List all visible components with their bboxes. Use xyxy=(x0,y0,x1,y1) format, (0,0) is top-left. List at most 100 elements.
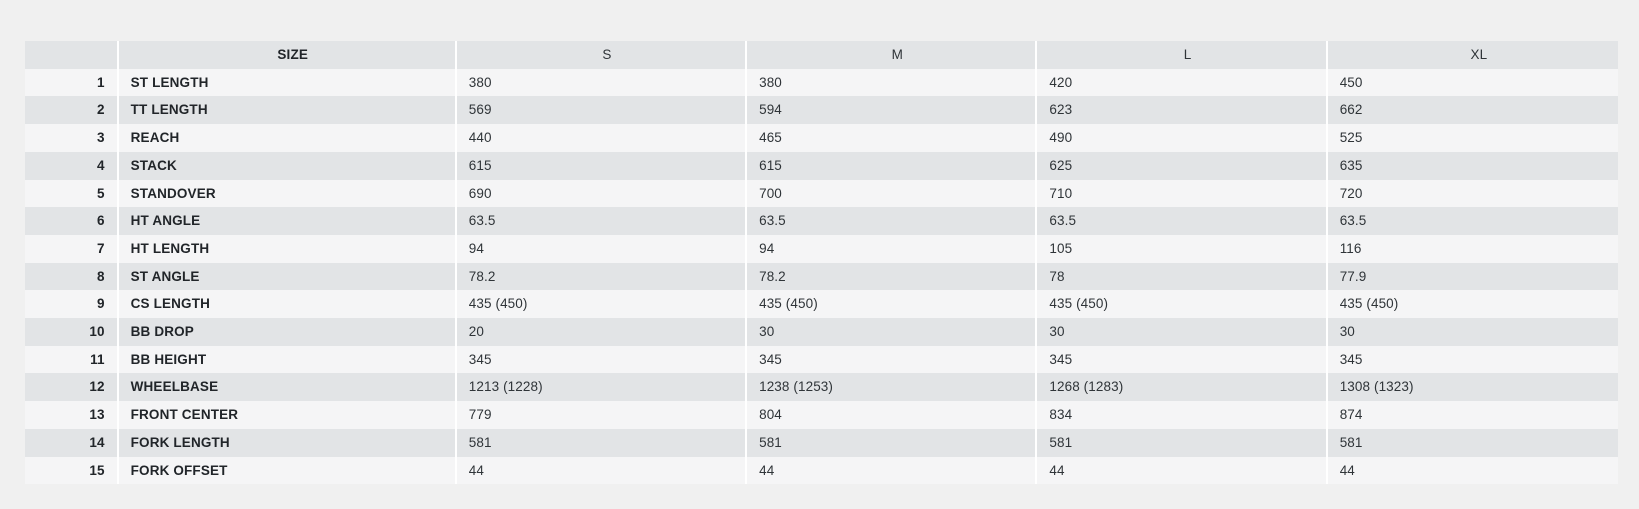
table-row: 2 TT LENGTH 569 594 623 662 xyxy=(25,96,1618,125)
table-body: 1 ST LENGTH 380 380 420 450 2 TT LENGTH 569 594 62… xyxy=(25,68,1618,485)
row-measurement-label: TT LENGTH xyxy=(118,96,457,125)
row-measurement-label: REACH xyxy=(118,124,457,152)
row-value-xl: 345 xyxy=(1327,345,1618,374)
table-row: 3 REACH 440 465 490 525 xyxy=(25,124,1618,152)
row-measurement-label: BB DROP xyxy=(118,318,457,346)
row-value-m: 380 xyxy=(747,68,1038,97)
table-row: 15 FORK OFFSET 44 44 44 44 xyxy=(25,456,1618,485)
row-measurement-label: STANDOVER xyxy=(118,179,457,208)
header-size-l: L xyxy=(1037,41,1328,69)
row-index: 7 xyxy=(25,234,119,263)
row-value-m: 63.5 xyxy=(747,207,1038,235)
row-measurement-label: HT LENGTH xyxy=(118,234,457,263)
row-value-xl: 44 xyxy=(1327,456,1618,485)
row-value-l: 435 (450) xyxy=(1037,290,1328,319)
row-index: 10 xyxy=(25,318,119,346)
row-value-l: 30 xyxy=(1037,318,1328,346)
row-value-xl: 30 xyxy=(1327,318,1618,346)
header-size-m: M xyxy=(747,41,1038,69)
row-value-m: 94 xyxy=(747,234,1038,263)
row-value-xl: 720 xyxy=(1327,179,1618,208)
row-value-m: 30 xyxy=(747,318,1038,346)
row-value-m: 1238 (1253) xyxy=(747,373,1038,402)
row-measurement-label: WHEELBASE xyxy=(118,373,457,402)
row-value-xl: 662 xyxy=(1327,96,1618,125)
row-index: 4 xyxy=(25,151,119,180)
row-value-l: 1268 (1283) xyxy=(1037,373,1328,402)
row-value-s: 779 xyxy=(456,401,748,429)
table-row: 14 FORK LENGTH 581 581 581 581 xyxy=(25,428,1618,457)
row-value-m: 700 xyxy=(747,179,1038,208)
row-value-s: 1213 (1228) xyxy=(456,373,748,402)
table-row: 9 CS LENGTH 435 (450) 435 (450) 435 (450) 435… xyxy=(25,290,1618,319)
row-value-s: 20 xyxy=(456,318,748,346)
row-value-xl: 635 xyxy=(1327,151,1618,180)
row-value-m: 581 xyxy=(747,428,1038,457)
table-row: 12 WHEELBASE 1213 (1228) 1238 (1253) 1268 (1… xyxy=(25,373,1618,402)
row-value-l: 105 xyxy=(1037,234,1328,263)
table-row: 7 HT LENGTH 94 94 105 116 xyxy=(25,234,1618,263)
row-index: 1 xyxy=(25,68,119,97)
table-row: 4 STACK 615 615 625 635 xyxy=(25,151,1618,180)
row-value-l: 625 xyxy=(1037,151,1328,180)
row-value-s: 345 xyxy=(456,345,748,374)
row-measurement-label: CS LENGTH xyxy=(118,290,457,319)
row-value-l: 44 xyxy=(1037,456,1328,485)
row-index: 2 xyxy=(25,96,119,125)
table-row: 1 ST LENGTH 380 380 420 450 xyxy=(25,68,1618,97)
row-value-xl: 874 xyxy=(1327,401,1618,429)
row-index: 8 xyxy=(25,262,119,291)
row-value-m: 804 xyxy=(747,401,1038,429)
table-row: 6 HT ANGLE 63.5 63.5 63.5 63.5 xyxy=(25,207,1618,235)
table-header: SIZE S M L XL xyxy=(25,41,1618,69)
geometry-table-container: SIZE S M L XL 1 ST LENGTH 380 380 420 450 2 TT … xyxy=(25,41,1618,485)
header-row: SIZE S M L XL xyxy=(25,41,1618,69)
row-index: 5 xyxy=(25,179,119,208)
row-value-s: 690 xyxy=(456,179,748,208)
row-measurement-label: STACK xyxy=(118,151,457,180)
row-value-l: 490 xyxy=(1037,124,1328,152)
row-value-m: 78.2 xyxy=(747,262,1038,291)
row-measurement-label: FORK LENGTH xyxy=(118,428,457,457)
row-value-xl: 450 xyxy=(1327,68,1618,97)
row-value-s: 581 xyxy=(456,428,748,457)
header-index xyxy=(25,41,119,69)
row-index: 9 xyxy=(25,290,119,319)
row-value-s: 569 xyxy=(456,96,748,125)
header-size-s: S xyxy=(456,41,748,69)
row-value-s: 94 xyxy=(456,234,748,263)
row-value-l: 834 xyxy=(1037,401,1328,429)
row-measurement-label: FRONT CENTER xyxy=(118,401,457,429)
row-value-xl: 63.5 xyxy=(1327,207,1618,235)
table-row: 10 BB DROP 20 30 30 30 xyxy=(25,318,1618,346)
row-value-s: 435 (450) xyxy=(456,290,748,319)
row-index: 14 xyxy=(25,428,119,457)
row-index: 11 xyxy=(25,345,119,374)
row-value-s: 380 xyxy=(456,68,748,97)
row-value-l: 581 xyxy=(1037,428,1328,457)
header-size-xl: XL xyxy=(1327,41,1618,69)
table-row: 5 STANDOVER 690 700 710 720 xyxy=(25,179,1618,208)
row-measurement-label: ST ANGLE xyxy=(118,262,457,291)
row-measurement-label: HT ANGLE xyxy=(118,207,457,235)
row-value-m: 465 xyxy=(747,124,1038,152)
row-index: 12 xyxy=(25,373,119,402)
row-value-s: 44 xyxy=(456,456,748,485)
table-row: 13 FRONT CENTER 779 804 834 874 xyxy=(25,401,1618,429)
row-value-xl: 435 (450) xyxy=(1327,290,1618,319)
row-value-l: 623 xyxy=(1037,96,1328,125)
row-measurement-label: BB HEIGHT xyxy=(118,345,457,374)
row-value-s: 440 xyxy=(456,124,748,152)
row-value-m: 594 xyxy=(747,96,1038,125)
header-size-label: SIZE xyxy=(118,41,457,69)
row-value-l: 78 xyxy=(1037,262,1328,291)
row-value-m: 435 (450) xyxy=(747,290,1038,319)
row-value-m: 345 xyxy=(747,345,1038,374)
row-measurement-label: FORK OFFSET xyxy=(118,456,457,485)
table-row: 11 BB HEIGHT 345 345 345 345 xyxy=(25,345,1618,374)
row-value-s: 78.2 xyxy=(456,262,748,291)
row-value-l: 710 xyxy=(1037,179,1328,208)
row-value-xl: 1308 (1323) xyxy=(1327,373,1618,402)
row-value-xl: 116 xyxy=(1327,234,1618,263)
row-value-l: 345 xyxy=(1037,345,1328,374)
